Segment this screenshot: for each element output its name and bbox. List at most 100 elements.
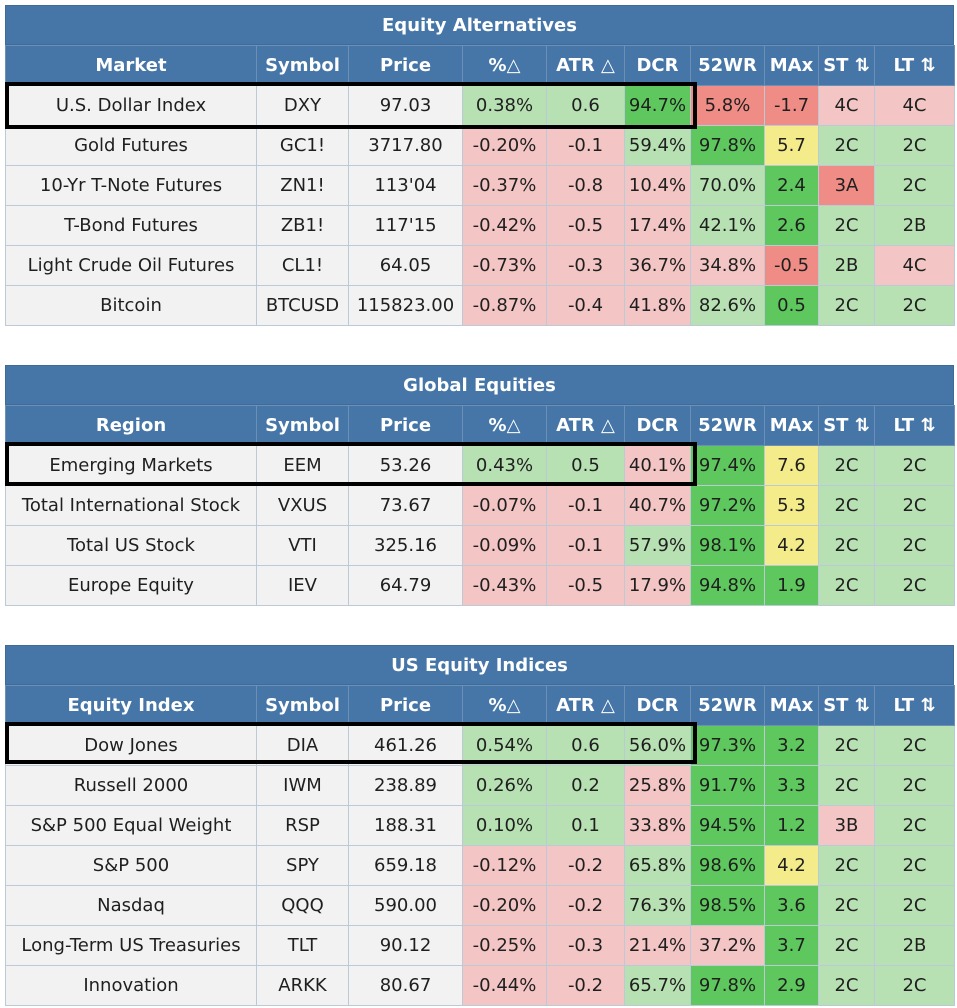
max-cell: 1.9: [764, 565, 819, 606]
price-cell: 97.03: [348, 85, 463, 126]
dcr-cell: 17.9%: [624, 565, 691, 606]
table-row[interactable]: 10-Yr T-Note Futures ZN1! 113'04 -0.37% -0.8…: [5, 165, 955, 206]
atr-change-cell: -0.2: [546, 885, 625, 926]
column-header-symbol[interactable]: Symbol: [256, 45, 349, 86]
symbol-cell: EEM: [256, 445, 349, 486]
symbol-cell: QQQ: [256, 885, 349, 926]
column-header-equity-index[interactable]: Equity Index: [5, 685, 257, 726]
section-global-equities: Global Equities Region Symbol Price %△ A…: [5, 365, 955, 606]
column-header-lt[interactable]: LT ⇅: [874, 45, 955, 86]
price-cell: 325.16: [348, 525, 463, 566]
table-row[interactable]: S&P 500 Equal Weight RSP 188.31 0.10% 0.1 33.…: [5, 805, 955, 846]
atr-change-cell: 0.6: [546, 85, 625, 126]
price-cell: 80.67: [348, 965, 463, 1006]
table-row[interactable]: Europe Equity IEV 64.79 -0.43% -0.5 17.9% 94.8…: [5, 565, 955, 606]
column-header-lt[interactable]: LT ⇅: [874, 405, 955, 446]
table-row[interactable]: Russell 2000 IWM 238.89 0.26% 0.2 25.8% 91.7% 3…: [5, 765, 955, 806]
column-header-pct-change[interactable]: %△: [462, 405, 547, 446]
table-row[interactable]: Emerging Markets EEM 53.26 0.43% 0.5 40.1% 97.…: [5, 445, 955, 486]
st-cell: 2C: [818, 125, 875, 166]
column-header-atr-change[interactable]: ATR △: [546, 685, 625, 726]
st-cell: 2C: [818, 285, 875, 326]
name-cell: Light Crude Oil Futures: [5, 245, 257, 286]
section-title: US Equity Indices: [5, 645, 954, 685]
name-cell: Bitcoin: [5, 285, 257, 326]
column-header-market[interactable]: Market: [5, 45, 257, 86]
column-header-dcr[interactable]: DCR: [624, 45, 691, 86]
column-header-price[interactable]: Price: [348, 405, 463, 446]
table-row[interactable]: Nasdaq QQQ 590.00 -0.20% -0.2 76.3% 98.5% 3.6 2C…: [5, 885, 955, 926]
column-header-st[interactable]: ST ⇅: [818, 45, 875, 86]
pct-change-cell: 0.26%: [462, 765, 547, 806]
price-cell: 115823.00: [348, 285, 463, 326]
column-header-dcr[interactable]: DCR: [624, 685, 691, 726]
pct-change-cell: -0.12%: [462, 845, 547, 886]
table-row[interactable]: Bitcoin BTCUSD 115823.00 -0.87% -0.4 41.8% 82.…: [5, 285, 955, 326]
column-header-max[interactable]: MAx: [764, 45, 819, 86]
max-cell: 4.2: [764, 525, 819, 566]
table-row[interactable]: Light Crude Oil Futures CL1! 64.05 -0.73% -0…: [5, 245, 955, 286]
atr-change-cell: -0.2: [546, 965, 625, 1006]
column-header-price[interactable]: Price: [348, 45, 463, 86]
52wr-cell: 37.2%: [690, 925, 765, 966]
lt-cell: 4C: [874, 85, 955, 126]
column-header-pct-change[interactable]: %△: [462, 45, 547, 86]
st-cell: 2C: [818, 485, 875, 526]
52wr-cell: 97.2%: [690, 485, 765, 526]
symbol-cell: VXUS: [256, 485, 349, 526]
column-header-region[interactable]: Region: [5, 405, 257, 446]
lt-cell: 2C: [874, 845, 955, 886]
st-cell: 2B: [818, 245, 875, 286]
atr-change-cell: 0.5: [546, 445, 625, 486]
column-header-52wr[interactable]: 52WR: [690, 405, 765, 446]
column-header-atr-change[interactable]: ATR △: [546, 405, 625, 446]
column-header-52wr[interactable]: 52WR: [690, 45, 765, 86]
dcr-cell: 94.7%: [624, 85, 691, 126]
table-row[interactable]: S&P 500 SPY 659.18 -0.12% -0.2 65.8% 98.6% 4.2 2…: [5, 845, 955, 886]
lt-cell: 4C: [874, 245, 955, 286]
symbol-cell: RSP: [256, 805, 349, 846]
52wr-cell: 42.1%: [690, 205, 765, 246]
table-row[interactable]: T-Bond Futures ZB1! 117'15 -0.42% -0.5 17.4% 4…: [5, 205, 955, 246]
table-row[interactable]: Long-Term US Treasuries TLT 90.12 -0.25% -0.…: [5, 925, 955, 966]
atr-change-cell: -0.2: [546, 845, 625, 886]
pct-change-cell: -0.07%: [462, 485, 547, 526]
max-cell: 5.7: [764, 125, 819, 166]
st-cell: 2C: [818, 565, 875, 606]
52wr-cell: 97.4%: [690, 445, 765, 486]
table-row[interactable]: Innovation ARKK 80.67 -0.44% -0.2 65.7% 97.8% 2…: [5, 965, 955, 1006]
column-header-lt[interactable]: LT ⇅: [874, 685, 955, 726]
pct-change-cell: 0.10%: [462, 805, 547, 846]
dcr-cell: 65.7%: [624, 965, 691, 1006]
max-cell: 3.6: [764, 885, 819, 926]
column-header-pct-change[interactable]: %△: [462, 685, 547, 726]
table-row[interactable]: Total International Stock VXUS 73.67 -0.07%…: [5, 485, 955, 526]
name-cell: Total US Stock: [5, 525, 257, 566]
pct-change-cell: -0.44%: [462, 965, 547, 1006]
column-header-st[interactable]: ST ⇅: [818, 685, 875, 726]
column-header-52wr[interactable]: 52WR: [690, 685, 765, 726]
column-header-st[interactable]: ST ⇅: [818, 405, 875, 446]
price-cell: 90.12: [348, 925, 463, 966]
table-row[interactable]: Dow Jones DIA 461.26 0.54% 0.6 56.0% 97.3% 3.2 2…: [5, 725, 955, 766]
column-header-price[interactable]: Price: [348, 685, 463, 726]
52wr-cell: 97.8%: [690, 125, 765, 166]
table-row[interactable]: Total US Stock VTI 325.16 -0.09% -0.1 57.9% 98…: [5, 525, 955, 566]
dcr-cell: 59.4%: [624, 125, 691, 166]
column-header-symbol[interactable]: Symbol: [256, 685, 349, 726]
column-header-atr-change[interactable]: ATR △: [546, 45, 625, 86]
atr-change-cell: -0.3: [546, 245, 625, 286]
dcr-cell: 41.8%: [624, 285, 691, 326]
price-cell: 53.26: [348, 445, 463, 486]
pct-change-cell: -0.37%: [462, 165, 547, 206]
column-header-max[interactable]: MAx: [764, 405, 819, 446]
table-row[interactable]: Gold Futures GC1! 3717.80 -0.20% -0.1 59.4% 97…: [5, 125, 955, 166]
column-header-dcr[interactable]: DCR: [624, 405, 691, 446]
price-cell: 73.67: [348, 485, 463, 526]
table-row[interactable]: U.S. Dollar Index DXY 97.03 0.38% 0.6 94.7% 5.…: [5, 85, 955, 126]
column-header-symbol[interactable]: Symbol: [256, 405, 349, 446]
st-cell: 2C: [818, 765, 875, 806]
st-cell: 3A: [818, 165, 875, 206]
column-header-max[interactable]: MAx: [764, 685, 819, 726]
name-cell: Europe Equity: [5, 565, 257, 606]
